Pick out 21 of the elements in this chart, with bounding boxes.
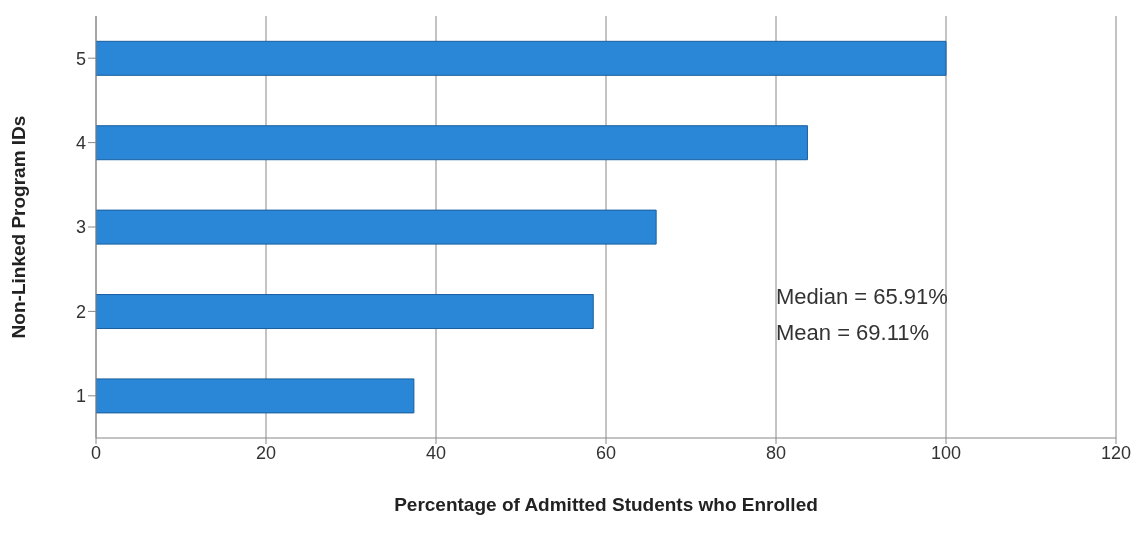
x-tick-label: 20 — [255, 442, 277, 463]
bar — [96, 294, 594, 330]
x-tick-label: 80 — [765, 442, 787, 463]
annotation: Median = 65.91% — [776, 284, 948, 310]
x-tick-label: 0 — [90, 442, 102, 463]
x-tick-label: 40 — [425, 442, 447, 463]
x-tick-label: 100 — [930, 442, 962, 463]
y-axis-title: Non-Linked Program IDs — [7, 115, 29, 339]
x-axis-title: Percentage of Admitted Students who Enrolled — [394, 494, 818, 515]
bar — [96, 125, 808, 161]
bar — [96, 209, 657, 245]
y-tick-label: 4 — [75, 132, 86, 153]
bar — [96, 40, 947, 76]
y-tick-label: 2 — [75, 301, 86, 322]
x-tick-label: 60 — [595, 442, 617, 463]
bar — [96, 378, 415, 414]
annotation: Mean = 69.11% — [776, 320, 930, 346]
y-tick-label: 5 — [75, 48, 86, 69]
x-tick-label: 120 — [1100, 442, 1132, 463]
y-tick-label: 3 — [75, 217, 86, 238]
y-tick-label: 1 — [75, 386, 86, 407]
